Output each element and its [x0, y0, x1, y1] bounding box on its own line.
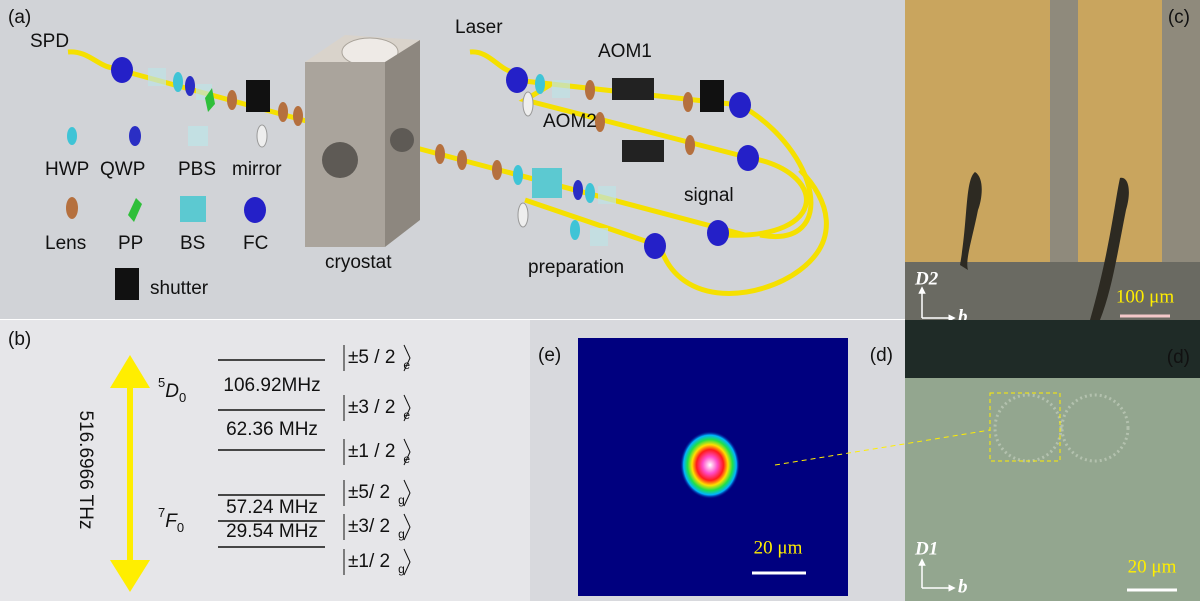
transition-label: 516.6966 THz — [75, 410, 96, 529]
hwp — [173, 72, 183, 92]
splitting-label: 62.36 MHz — [226, 419, 318, 440]
lens — [685, 135, 695, 155]
panel-label: (a) — [8, 7, 31, 28]
state-sub: e — [403, 452, 410, 466]
legend-label: shutter — [150, 278, 209, 299]
axis-label: D1 — [914, 538, 938, 559]
legend-label: HWP — [45, 159, 89, 180]
fiber-coupler — [644, 233, 666, 259]
splitting-label: 106.92MHz — [223, 375, 320, 396]
lens — [278, 102, 288, 122]
axis-label: D2 — [914, 268, 939, 289]
label: Laser — [455, 17, 503, 38]
legend-bs — [180, 196, 206, 222]
legend-pbs — [188, 126, 208, 146]
mirror — [518, 203, 528, 227]
electrode-shadow — [905, 320, 1200, 378]
legend-qwp — [129, 126, 141, 146]
panel-label: (c) — [1168, 7, 1190, 28]
hwp — [535, 74, 545, 94]
lens — [492, 160, 502, 180]
hwp — [585, 183, 595, 203]
lens — [457, 150, 467, 170]
shutter — [246, 80, 270, 112]
label: cryostat — [325, 252, 392, 273]
mirror — [523, 92, 533, 116]
label: AOM2 — [543, 111, 597, 132]
gap — [1050, 0, 1078, 262]
sub: 0 — [177, 520, 184, 535]
scale-label: 20 μm — [754, 537, 803, 558]
sup: 7 — [158, 505, 165, 520]
lens — [293, 106, 303, 126]
aom — [612, 78, 654, 100]
state: ±5 / 2 — [348, 347, 395, 368]
main: D — [165, 381, 179, 402]
scale-label: 20 μm — [1128, 556, 1177, 577]
qwp — [573, 180, 583, 200]
hwp — [513, 165, 523, 185]
pbs — [148, 68, 166, 86]
fiber-coupler — [737, 145, 759, 171]
pbs — [590, 228, 608, 246]
state-sub: e — [403, 408, 410, 422]
axis-label: b — [958, 576, 968, 597]
splitting-label: 57.24 MHz — [226, 497, 318, 518]
hwp — [570, 220, 580, 240]
bs — [532, 168, 562, 198]
label: SPD — [30, 31, 69, 52]
label: AOM1 — [598, 41, 652, 62]
pbs — [552, 80, 570, 98]
figure: (a) SPD Laser AOM1 AOM2 cryostat signal … — [0, 0, 1200, 601]
legend-mirror — [257, 125, 267, 147]
panel-label: (d) — [1167, 347, 1190, 368]
state-sub: g — [398, 562, 405, 576]
legend-label: PP — [118, 233, 143, 254]
legend-label: PBS — [178, 159, 216, 180]
panel-label: (d) — [870, 345, 893, 366]
fiber-coupler — [506, 67, 528, 93]
cryostat-window — [390, 128, 414, 152]
lens — [227, 90, 237, 110]
lens — [683, 92, 693, 112]
scale-label: 100 μm — [1116, 286, 1174, 307]
fiber-coupler — [707, 220, 729, 246]
sub: 0 — [179, 390, 186, 405]
legend-label: BS — [180, 233, 205, 254]
legend-fc — [244, 197, 266, 223]
state-sub: g — [398, 527, 405, 541]
state: ±3/ 2 — [348, 516, 390, 537]
legend-label: FC — [243, 233, 268, 254]
lens — [585, 80, 595, 100]
cryostat-window — [322, 142, 358, 178]
lens — [435, 144, 445, 164]
pbs — [598, 186, 616, 204]
splitting-label: 29.54 MHz — [226, 521, 318, 542]
state: ±3 / 2 — [348, 397, 395, 418]
legend-hwp — [67, 127, 77, 145]
fiber-coupler — [111, 57, 133, 83]
state: ±1 / 2 — [348, 441, 395, 462]
panel-label: (e) — [538, 345, 561, 366]
state: ±5/ 2 — [348, 482, 390, 503]
label: preparation — [528, 257, 624, 278]
legend-label: Lens — [45, 233, 86, 254]
qwp — [185, 76, 195, 96]
sup: 5 — [158, 375, 165, 390]
gap — [1162, 0, 1200, 262]
panel-label: (b) — [8, 329, 31, 350]
legend-lens — [66, 197, 78, 219]
legend-label: mirror — [232, 159, 282, 180]
aom — [622, 140, 664, 162]
label: signal — [684, 185, 734, 206]
state-sub: g — [398, 493, 405, 507]
legend-label: QWP — [100, 159, 145, 180]
legend-shutter — [115, 268, 139, 300]
state: ±1/ 2 — [348, 551, 390, 572]
beam-spot — [680, 431, 740, 499]
shutter — [700, 80, 724, 112]
fiber-coupler — [729, 92, 751, 118]
state-sub: e — [403, 358, 410, 372]
